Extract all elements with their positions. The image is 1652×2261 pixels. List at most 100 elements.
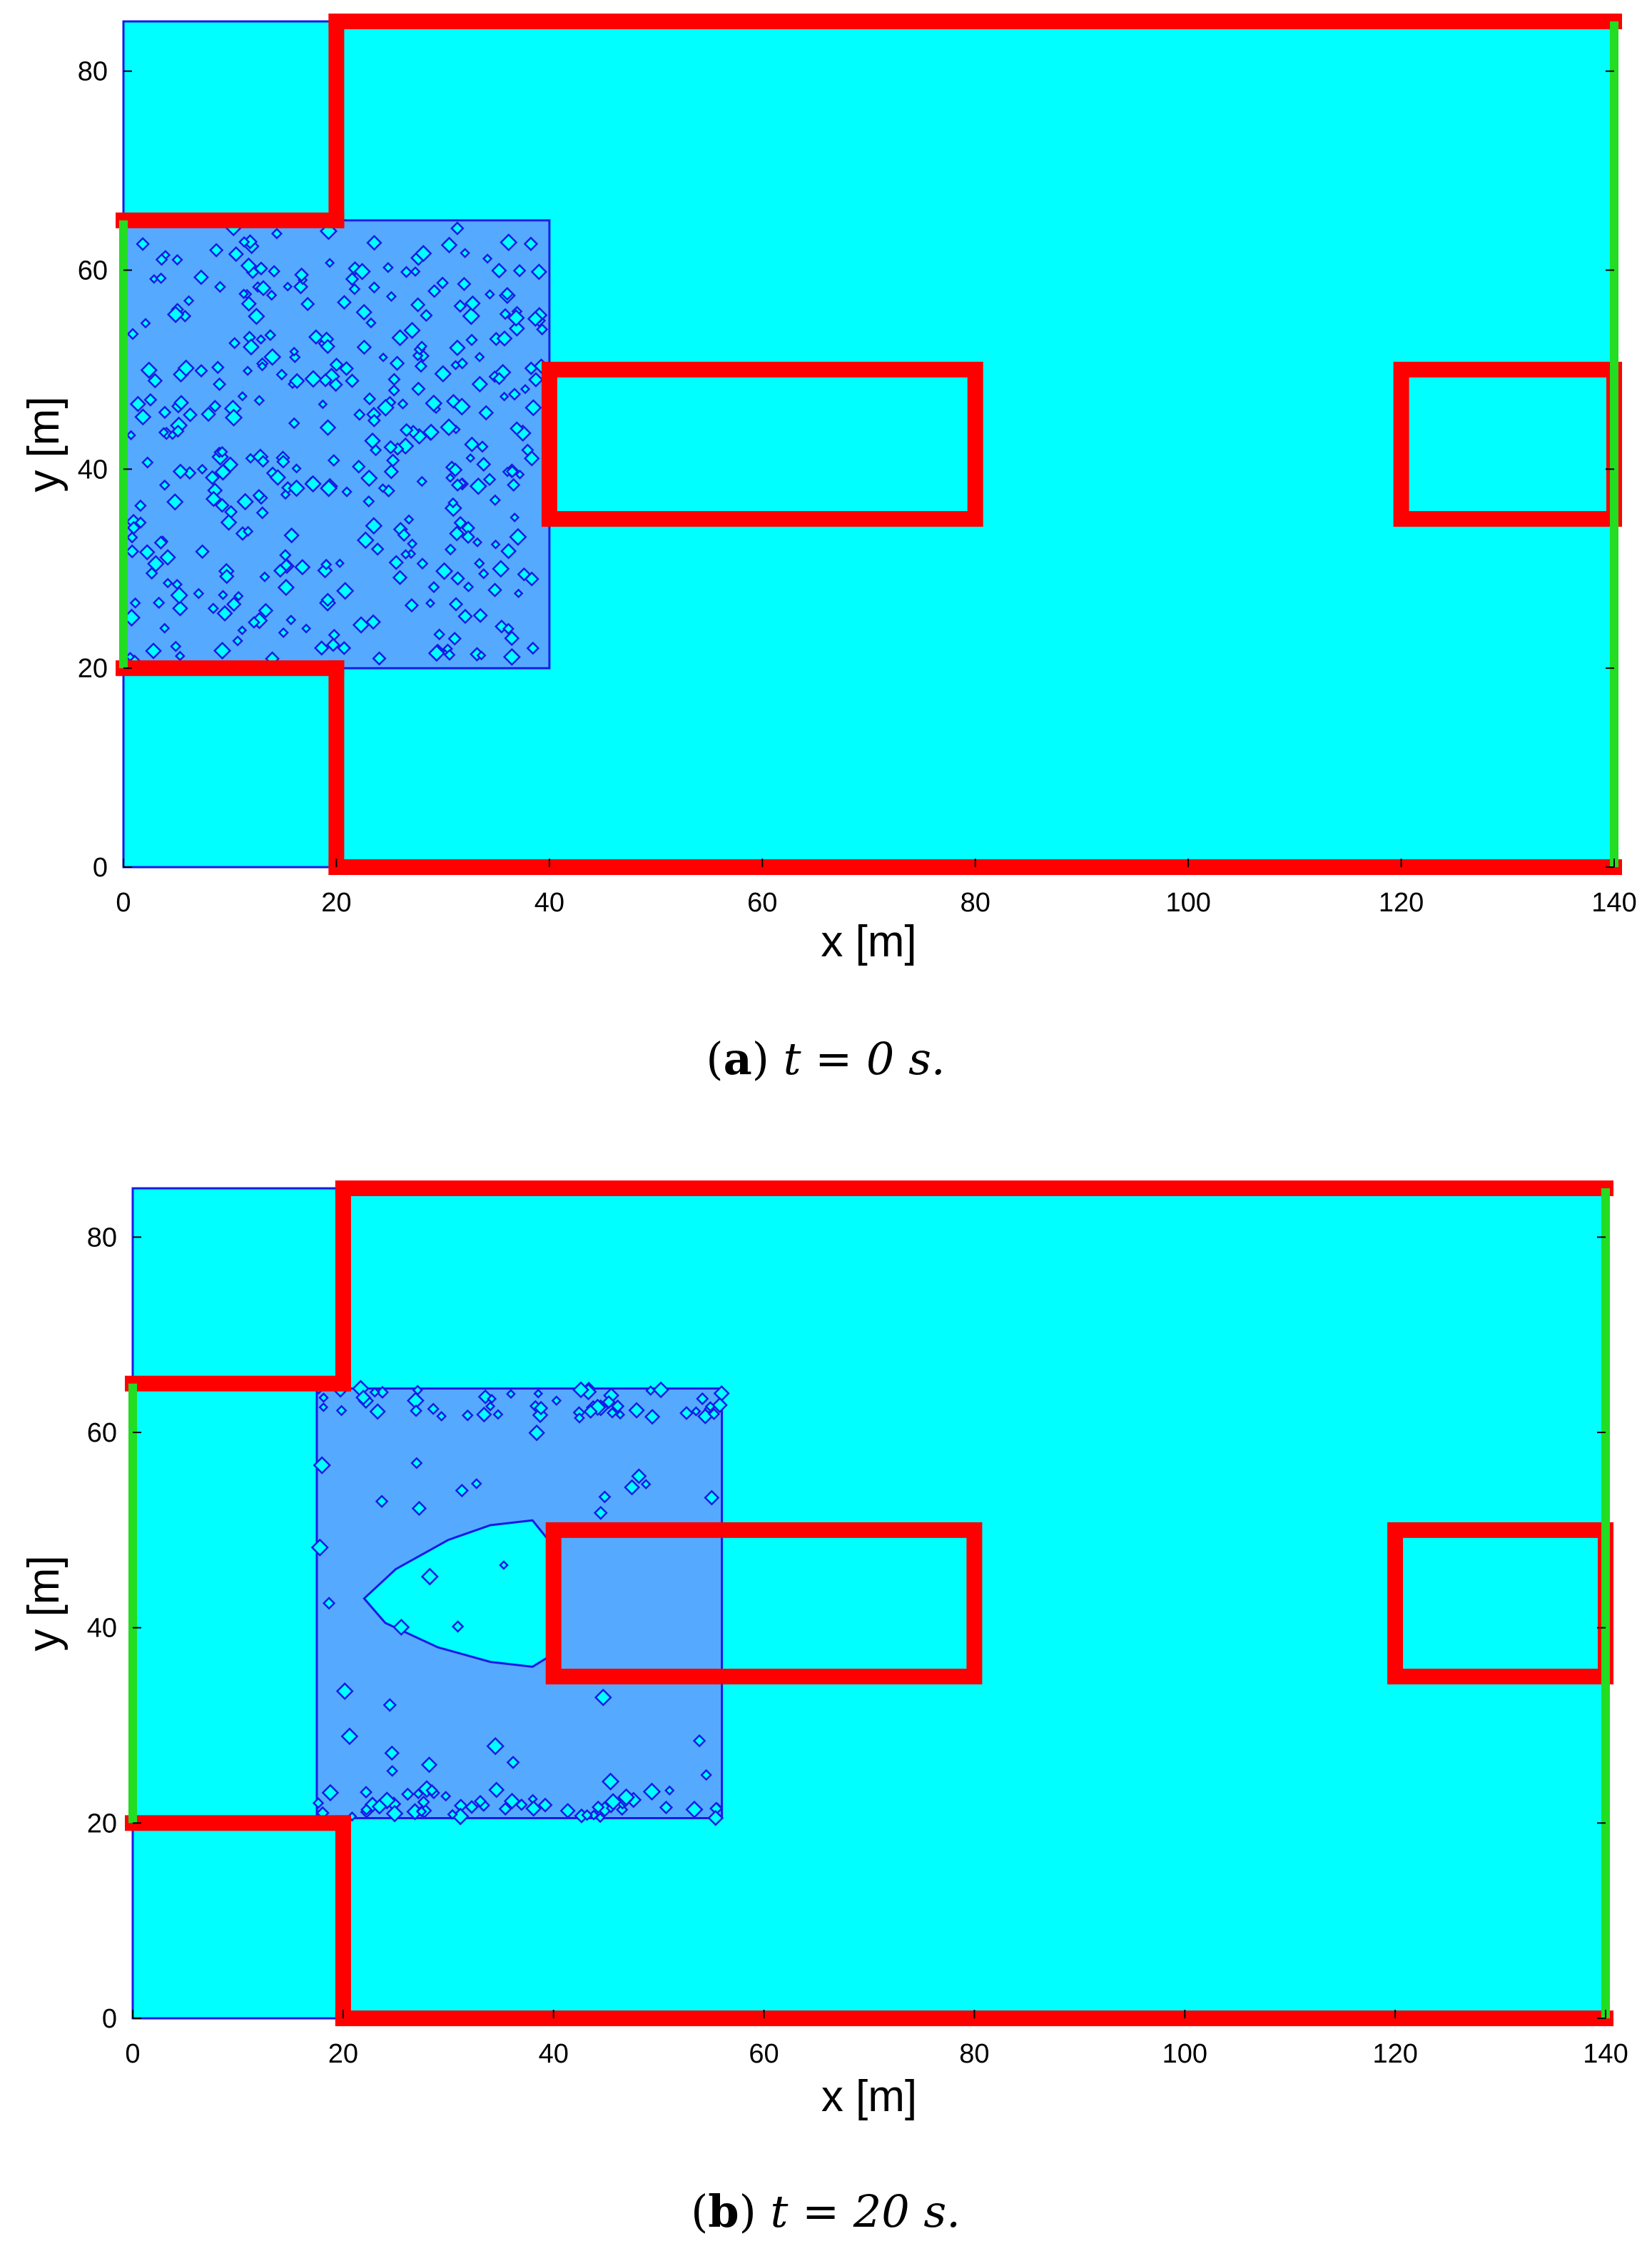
crowd-speckle bbox=[420, 1567, 439, 1586]
crowd-speckle bbox=[704, 1489, 720, 1506]
crowd-speckle bbox=[245, 452, 256, 464]
crowd-speckle bbox=[707, 1809, 724, 1826]
crowd-speckle bbox=[450, 478, 465, 492]
crowd-speckle bbox=[594, 1812, 606, 1824]
crowd-speckle bbox=[224, 408, 243, 427]
crowd-speckle bbox=[476, 1406, 492, 1423]
crowd-speckle bbox=[360, 1804, 373, 1816]
crowd-speckle bbox=[351, 460, 366, 474]
crowd-speckle bbox=[536, 323, 549, 336]
crowd-speckle bbox=[445, 472, 456, 483]
panel-caption: (b) t = 20 s. bbox=[691, 2185, 961, 2237]
crowd-speckle bbox=[707, 1407, 721, 1420]
crowd-speckle bbox=[322, 1597, 336, 1610]
crowd-speckle bbox=[447, 497, 459, 509]
crowd-speckle bbox=[171, 579, 183, 590]
crowd-speckle bbox=[506, 1755, 520, 1769]
crowd-speckle bbox=[696, 1392, 709, 1405]
crowd-speckle bbox=[700, 1769, 712, 1781]
crowd-speckle bbox=[453, 515, 467, 530]
crowd-speckle bbox=[411, 1500, 427, 1517]
crowd-speckle bbox=[237, 391, 248, 402]
crowd-speckle bbox=[444, 543, 457, 556]
crowd-speckle bbox=[581, 1809, 593, 1821]
crowd-speckle bbox=[355, 303, 373, 321]
crowd-speckle bbox=[317, 562, 333, 579]
crowd-speckle bbox=[152, 596, 166, 609]
crowd-speckle bbox=[162, 577, 173, 589]
crowd-speckle bbox=[384, 1745, 400, 1761]
crowd-speckle bbox=[537, 1797, 553, 1813]
crowd-speckle bbox=[214, 497, 230, 513]
crowd-speckle bbox=[353, 408, 366, 421]
crowd-speckle bbox=[443, 649, 456, 661]
crowd-speckle bbox=[183, 295, 195, 307]
crowd-speckle bbox=[440, 1791, 452, 1802]
crowd-speckle bbox=[125, 544, 140, 559]
crowd-speckle bbox=[492, 372, 506, 385]
y-tick-label: 40 bbox=[87, 1614, 117, 1644]
crowd-speckle bbox=[308, 329, 324, 345]
crowd-speckle bbox=[335, 1405, 348, 1417]
crowd-speckle bbox=[410, 297, 426, 313]
crowd-speckle bbox=[457, 608, 473, 624]
crowd-speckle bbox=[484, 289, 495, 300]
crowd-speckle bbox=[502, 647, 521, 667]
crowd-speckle bbox=[376, 398, 395, 417]
x-tick-label: 0 bbox=[116, 888, 131, 918]
crowd-speckle bbox=[447, 462, 463, 477]
crowd-speckle bbox=[388, 555, 404, 570]
crowd-speckle bbox=[368, 281, 381, 294]
crowd-speckle bbox=[301, 623, 312, 634]
crowd-speckle bbox=[259, 571, 270, 582]
crowd-speckle bbox=[370, 542, 385, 556]
crowd-speckle bbox=[692, 1734, 706, 1748]
crowd-speckle bbox=[617, 1788, 636, 1806]
crowd-speckle bbox=[378, 352, 388, 363]
crowd-speckle bbox=[679, 1406, 694, 1420]
crowd-speckle bbox=[256, 455, 270, 468]
crowd-speckle bbox=[520, 383, 531, 395]
crowd-speckle bbox=[158, 479, 171, 491]
crowd-speckle bbox=[496, 330, 513, 347]
crowd-speckle bbox=[126, 430, 136, 441]
crowd-speckle bbox=[313, 640, 330, 656]
crowd-speckle bbox=[469, 477, 487, 495]
crowd-speckle bbox=[310, 1538, 329, 1557]
crowd-speckle bbox=[572, 1381, 589, 1399]
crowd-speckle bbox=[559, 1802, 576, 1819]
crowd-speckle bbox=[416, 557, 429, 570]
crowd-speckle bbox=[278, 627, 289, 639]
crowd-speckle bbox=[440, 418, 458, 437]
crowd-speckle bbox=[170, 640, 182, 652]
crowd-speckle bbox=[510, 421, 525, 436]
crowd-speckle bbox=[611, 1399, 625, 1413]
crowd-speckle bbox=[444, 499, 462, 517]
crowd-speckle bbox=[258, 602, 274, 619]
crowd-speckles bbox=[310, 1380, 730, 1826]
x-tick-label: 40 bbox=[534, 888, 564, 918]
crowd-speckle bbox=[461, 530, 476, 545]
crowd-speckle bbox=[397, 398, 409, 410]
crowd-speckle bbox=[238, 288, 250, 300]
crowd-speckle bbox=[336, 582, 355, 600]
crowd-speckle bbox=[486, 1736, 505, 1756]
crowd-speckle bbox=[363, 495, 375, 508]
crowd-speckle bbox=[400, 265, 413, 278]
crowd-speckle bbox=[389, 355, 405, 371]
crowd-speckle bbox=[502, 622, 515, 635]
crowd-speckle bbox=[425, 1784, 439, 1797]
x-tick-label: 140 bbox=[1583, 2039, 1628, 2069]
crowd-speckle bbox=[240, 295, 257, 312]
crowd-speckle bbox=[218, 568, 235, 585]
crowd-speckle bbox=[387, 384, 400, 397]
y-tick-label: 80 bbox=[78, 57, 108, 87]
crowd-speckle bbox=[339, 360, 354, 376]
crowd-speckle bbox=[606, 1407, 619, 1419]
crowd-speckle bbox=[434, 365, 452, 383]
crowd-speckle bbox=[465, 452, 476, 463]
crowd-speckle bbox=[450, 360, 461, 370]
crowd-speckle bbox=[340, 1727, 359, 1746]
crowd-speckle bbox=[222, 456, 239, 473]
crowd-speckle bbox=[507, 388, 522, 401]
